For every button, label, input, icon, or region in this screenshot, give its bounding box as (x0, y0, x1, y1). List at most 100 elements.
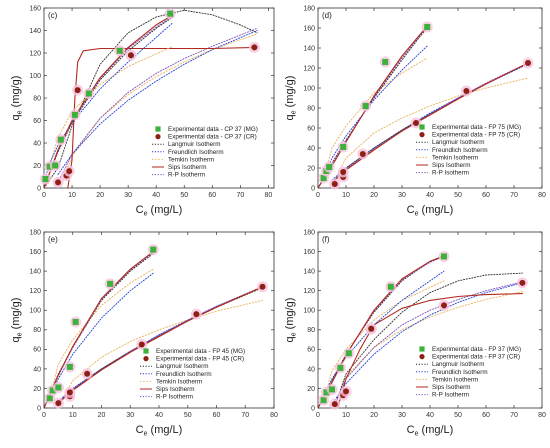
x-axis-label: Ce (mg/L) (136, 204, 183, 218)
x-tick-label: 20 (370, 412, 378, 419)
legend-label: Experimental data - FP 75 (MG) (432, 124, 521, 131)
data-point-cr (368, 325, 375, 332)
legend-label: Sips Isotherm (432, 384, 471, 391)
x-tick-label: 50 (184, 412, 192, 419)
data-point-cr (55, 400, 62, 407)
x-tick-label: 30 (126, 412, 134, 419)
legend-label: Sips Isotherm (432, 162, 471, 169)
legend-label: R-P Isotherm (432, 170, 469, 177)
legend: Experimental data - FP 37 (MG)Experiment… (416, 346, 521, 399)
data-point-mg (116, 47, 123, 54)
data-point-cr (343, 388, 349, 395)
legend-marker-cr (155, 134, 161, 140)
sips-curve-mg (318, 255, 445, 408)
y-tick-label: 100 (29, 308, 41, 315)
y-tick-label: 40 (33, 366, 41, 373)
legend-label: Experimental data - FP 37 (MG) (432, 346, 521, 353)
legend-label: Experimental data - FP 75 (CR) (432, 132, 520, 139)
y-tick-label: 180 (303, 229, 315, 236)
legend-marker-cr (419, 354, 425, 360)
y-tick-label: 40 (33, 140, 41, 147)
y-axis-label: qe (mg/g) (284, 76, 298, 121)
x-tick-label: 70 (510, 412, 518, 419)
y-tick-label: 120 (303, 65, 315, 72)
panel-label: (e) (48, 235, 58, 244)
legend-label: Freundlich Isotherm (168, 149, 224, 156)
x-tick-label: 40 (155, 412, 163, 419)
data-point-mg (320, 175, 327, 181)
x-tick-label: 70 (241, 412, 249, 419)
sips-curve-mg (44, 251, 154, 408)
panel-label: (c) (48, 11, 58, 20)
x-tick-label: 30 (398, 192, 406, 199)
fit-curves (318, 255, 523, 408)
panel-c: 0 10 20 30 40 50 60 70 80 0 20 40 60 80 100 120 140 160 Ce… (10, 5, 275, 218)
legend-label: Experimental data - FP 45 (MG) (156, 348, 245, 355)
temkin-curve-cr (334, 291, 523, 407)
data-point-cr (251, 44, 258, 51)
data-point-cr (463, 88, 470, 94)
legend-label: Sips Isotherm (168, 164, 207, 171)
y-tick-label: 0 (37, 185, 41, 192)
data-point-cr (84, 370, 91, 377)
sips-curve-cr (337, 293, 523, 408)
data-point-mg (46, 395, 53, 402)
y-tick-label: 20 (33, 386, 41, 393)
freundlich-curve-cr (334, 282, 523, 401)
x-axis-label: Ce (mg/L) (136, 424, 183, 438)
data-point-cr (525, 60, 531, 66)
legend-label: Experimental data - FP 37 (CR) (432, 354, 520, 361)
legend-marker-mg (419, 124, 425, 130)
y-axis-label: qe (mg/g) (10, 298, 24, 343)
legend-marker-cr (143, 356, 149, 362)
data-point-mg (340, 144, 347, 150)
y-tick-label: 180 (29, 229, 41, 236)
legend-label: Experimental data - FP 45 (CR) (156, 356, 244, 363)
rp-curve-cr (57, 27, 258, 183)
data-point-cr (193, 311, 200, 318)
plot-area (43, 7, 275, 189)
y-tick-label: 80 (307, 327, 315, 334)
x-tick-label: 80 (264, 192, 272, 199)
y-tick-label: 80 (33, 95, 41, 102)
data-point-cr (74, 87, 81, 94)
x-tick-label: 80 (538, 412, 546, 419)
x-tick-label: 70 (236, 192, 244, 199)
x-tick-label: 60 (208, 192, 216, 199)
x-tick-label: 30 (124, 192, 132, 199)
y-tick-label: 180 (303, 5, 315, 12)
legend-marker-mg (143, 348, 149, 354)
panel-label: (f) (322, 235, 330, 244)
legend-label: Temkin Isotherm (168, 156, 214, 163)
panel-label: (d) (322, 11, 332, 20)
legend-label: R-P Isotherm (156, 394, 193, 401)
data-point-mg (329, 386, 335, 393)
y-tick-label: 140 (29, 269, 41, 276)
data-point-cr (441, 302, 447, 309)
data-point-cr (331, 401, 338, 408)
x-tick-label: 80 (270, 412, 278, 419)
legend-marker-mg (419, 346, 425, 352)
data-point-cr (413, 120, 419, 126)
x-tick-label: 20 (370, 192, 378, 199)
x-tick-label: 10 (69, 412, 77, 419)
legend-label: Langmuir Isotherm (432, 361, 485, 368)
y-tick-label: 60 (307, 125, 315, 132)
x-tick-label: 0 (42, 192, 46, 199)
data-point-mg (150, 246, 157, 253)
y-tick-label: 140 (29, 28, 41, 35)
y-tick-label: 20 (33, 163, 41, 170)
y-tick-label: 60 (33, 118, 41, 125)
x-tick-label: 40 (426, 192, 434, 199)
legend-label: Freundlich Isotherm (432, 147, 488, 154)
legend-label: R-P Isotherm (432, 392, 469, 399)
langmuir-curve-cr (334, 272, 523, 407)
data-point-mg (387, 283, 394, 290)
y-tick-label: 60 (33, 347, 41, 354)
data-point-cr (259, 283, 266, 290)
freundlich-curve-cr (57, 30, 258, 175)
panel-e: 0 10 20 30 40 50 60 70 80 0 20 40 60 80 100 120 140 160 18… (10, 229, 278, 437)
x-tick-label: 70 (510, 192, 518, 199)
